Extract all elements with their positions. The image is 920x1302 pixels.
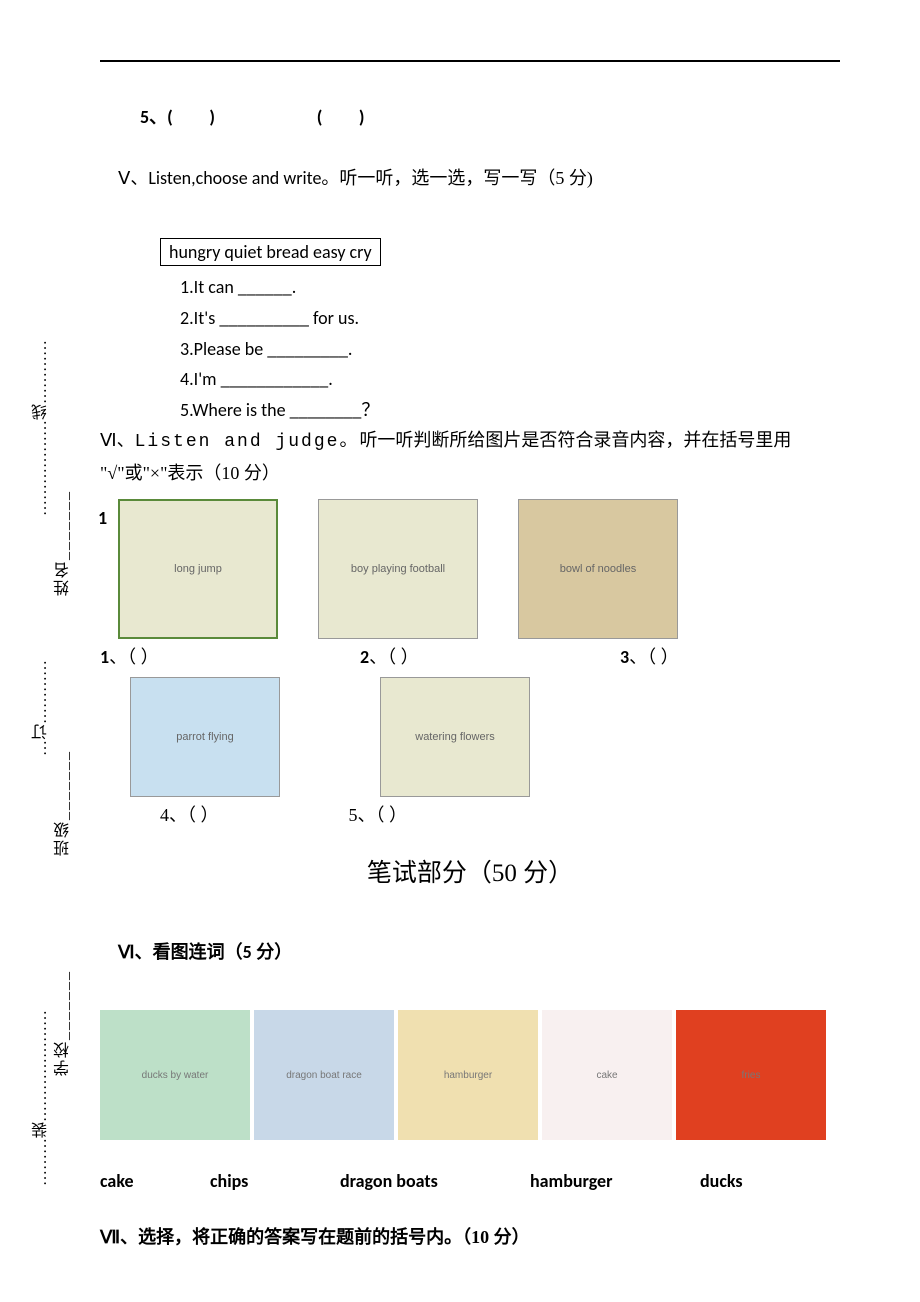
section-v-en: Listen,choose and write。 bbox=[148, 167, 339, 189]
section-vi-cn2: "√"或"×"表示（10 分） bbox=[100, 458, 840, 489]
top-rule bbox=[100, 60, 840, 62]
match-image-row: ducks by water dragon boat race hamburge… bbox=[100, 1010, 840, 1140]
match-word-row: cake chips dragon boats hamburger ducks bbox=[100, 1170, 840, 1192]
word-hamburger: hamburger bbox=[530, 1170, 700, 1192]
answer-row-2: 4、（ ） 5、（ ） bbox=[160, 801, 840, 827]
match-img-hamburger: hamburger bbox=[398, 1010, 538, 1140]
img-parrot: parrot flying bbox=[130, 677, 280, 797]
section-vii-title: Ⅶ、选择，将正确的答案写在题前的括号内。（10 分） bbox=[100, 1222, 840, 1253]
section-vi-cn1: 听一听判断所给图片是否符合录音内容，并在括号里用 bbox=[359, 430, 791, 450]
fill-2: 2.It's __________ for us. bbox=[100, 303, 840, 334]
fill-3: 3.Please be _________. bbox=[100, 334, 840, 365]
match-img-dragon: dragon boat race bbox=[254, 1010, 394, 1140]
match-img-fries: fries bbox=[676, 1010, 826, 1140]
binding-school-label: 学校_______ bbox=[52, 970, 76, 1076]
binding-class-label: 班级_______ bbox=[52, 750, 76, 856]
word-cake: cake bbox=[100, 1170, 210, 1192]
section-v-cn: 听一听，选一选，写一写（5 分) bbox=[339, 168, 593, 188]
ans1-num: 1 bbox=[100, 646, 109, 668]
binding-dots-1: ………………线………… bbox=[30, 340, 54, 516]
img-longjump: long jump bbox=[118, 499, 278, 639]
binding-dots-3: ………装………………… bbox=[30, 1010, 54, 1186]
section-vi-label: Ⅵ、 bbox=[100, 430, 135, 450]
section-vi-title: Ⅵ、Listen and judge。听一听判断所给图片是否符合录音内容，并在括… bbox=[100, 425, 840, 458]
answer-row-1: 1、（ ） 2、（ ） 3、（ ） bbox=[100, 643, 840, 669]
ans4: 4、（ ） bbox=[160, 801, 219, 827]
ans3-num: 3 bbox=[620, 646, 629, 668]
ans2-num: 2 bbox=[360, 646, 369, 668]
ans3-paren: 、（ ） bbox=[629, 647, 679, 667]
written-heading: 笔试部分（50 分） bbox=[100, 853, 840, 889]
image-row-2: parrot flying watering flowers bbox=[130, 677, 840, 797]
written-heading-text: 笔试部分（50 分） bbox=[367, 860, 573, 887]
img-football: boy playing football bbox=[318, 499, 478, 639]
fill-4: 4.I'm ____________. bbox=[100, 364, 840, 395]
image-row-1: long jump boy playing football bowl of n… bbox=[118, 499, 840, 639]
img-noodles: bowl of noodles bbox=[518, 499, 678, 639]
match-img-ducks: ducks by water bbox=[100, 1010, 250, 1140]
marker-one: 1 bbox=[98, 507, 107, 529]
word-ducks: ducks bbox=[700, 1170, 743, 1192]
word-chips: chips bbox=[210, 1170, 340, 1192]
img-watering: watering flowers bbox=[380, 677, 530, 797]
word-box: hungry quiet bread easy cry bbox=[160, 238, 381, 266]
fill-1: 1.It can ______. bbox=[100, 272, 840, 303]
binding-dots-2: …订………… bbox=[30, 660, 54, 756]
section-v-label: Ⅴ、 bbox=[118, 168, 148, 188]
binding-name-label: 姓名_______ bbox=[52, 490, 76, 596]
section-vi2-tail: 分） bbox=[252, 942, 293, 962]
word-dragon: dragon boats bbox=[340, 1170, 530, 1192]
section-vi2-pts: 5 bbox=[243, 941, 252, 963]
fill-5: 5.Where is the ________？ bbox=[100, 395, 840, 426]
page-content: 5、( ) ( ) Ⅴ、Listen,choose and write。听一听，… bbox=[100, 60, 840, 1240]
section-vi-cmd: Listen and judge。 bbox=[135, 432, 360, 452]
ans1-paren: 、（ ） bbox=[109, 647, 159, 667]
ans5: 5、（ ） bbox=[349, 801, 408, 827]
match-img-cake: cake bbox=[542, 1010, 672, 1140]
section-vi2-label: Ⅵ、看图连词（ bbox=[118, 942, 243, 962]
ans2-paren: 、（ ） bbox=[369, 647, 419, 667]
q5-blanks: 5、( ) ( ) bbox=[100, 102, 840, 133]
section-v-title: Ⅴ、Listen,choose and write。听一听，选一选，写一写（5 … bbox=[100, 133, 840, 225]
section-vi2-title: Ⅵ、看图连词（5 分） bbox=[100, 907, 840, 999]
binding-strip: ………………线………… 姓名_______ …订………… 班级_______ 学… bbox=[30, 340, 70, 1300]
